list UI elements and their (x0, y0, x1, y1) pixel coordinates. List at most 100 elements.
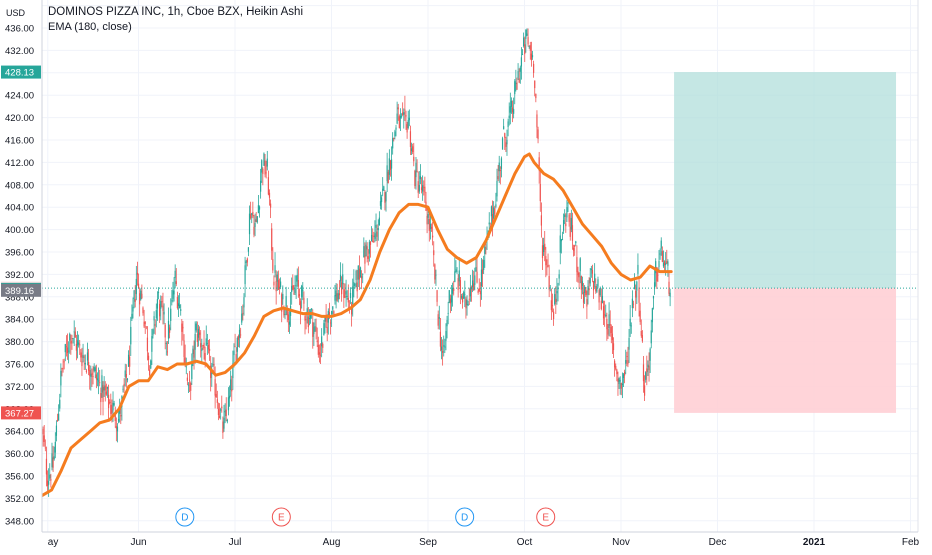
candle-body (161, 301, 163, 303)
candle-body (515, 82, 517, 84)
candle-body (242, 312, 244, 314)
candle-body (323, 323, 325, 336)
candle-body (594, 273, 596, 283)
candle-body (572, 247, 575, 251)
candle-body (625, 360, 627, 364)
candle-body (140, 290, 142, 300)
candle-body (42, 428, 44, 435)
candle-body (384, 192, 386, 203)
candle-body (258, 206, 261, 210)
candle-body (432, 235, 434, 238)
price-label-text: 389.16 (5, 286, 34, 297)
event-marker-label: E (542, 513, 549, 524)
candle-body (634, 281, 636, 290)
candle-body (539, 183, 541, 202)
candle-body (167, 320, 170, 339)
candle-body (71, 338, 73, 339)
y-tick-label: 356.00 (5, 472, 34, 483)
candle-body (325, 316, 327, 322)
candle-body (81, 361, 83, 367)
candle-body (631, 298, 633, 309)
candle-body (70, 340, 72, 344)
candle-body (251, 213, 253, 215)
candle-body (508, 115, 510, 119)
candle-body (525, 29, 527, 39)
candle-body (238, 329, 241, 338)
candle-body (658, 260, 660, 268)
candle-body (322, 343, 324, 348)
candle-body (504, 133, 506, 138)
candle-body (500, 158, 503, 169)
candle-body (334, 295, 336, 301)
candle-body (396, 113, 398, 124)
candle-body (588, 288, 590, 291)
candle-body (448, 290, 450, 303)
candle-body (653, 282, 656, 289)
candle-body (171, 300, 173, 302)
candle-body (375, 224, 377, 228)
candle-body (225, 409, 227, 417)
candle-body (257, 205, 260, 214)
x-tick-label: Dec (709, 537, 727, 548)
candle-body (206, 343, 208, 344)
x-tick-label: Aug (323, 537, 341, 548)
candle-body (499, 170, 501, 172)
candle-body (337, 293, 339, 300)
candle-body (135, 278, 137, 295)
candle-body (356, 282, 358, 292)
candle-body (415, 162, 417, 178)
candle-body (652, 295, 655, 299)
candle-body (84, 363, 86, 365)
candle-body (301, 285, 303, 298)
candle-body (93, 367, 95, 371)
candle-body (255, 219, 257, 222)
candle-body (527, 37, 529, 45)
candle-body (354, 284, 356, 286)
candle-body (544, 243, 546, 250)
candle-body (366, 246, 368, 250)
candle-body (253, 226, 255, 235)
candle-body (226, 419, 228, 422)
candle-body (497, 176, 499, 180)
candle-body (281, 294, 283, 312)
candle-body (589, 277, 591, 284)
candle-body (270, 203, 272, 208)
candle-body (217, 408, 220, 416)
y-tick-label: 372.00 (5, 382, 34, 393)
candle-body (367, 256, 369, 259)
candle-body (59, 399, 61, 409)
candle-body (343, 289, 345, 298)
candle-body (561, 239, 564, 241)
candle-body (151, 336, 153, 352)
candle-body (141, 293, 143, 299)
candle-body (490, 206, 493, 217)
candle-body (317, 344, 319, 355)
candle-body (63, 361, 65, 363)
candle-body (233, 350, 235, 356)
candle-body (153, 316, 155, 321)
candle-body (443, 345, 445, 347)
candle-body (403, 112, 405, 115)
event-marker-earnings (536, 507, 556, 527)
candle-body (279, 281, 282, 287)
candle-body (277, 280, 279, 290)
candle-body (491, 214, 494, 224)
candle-body (467, 304, 469, 306)
candle-body (262, 168, 264, 175)
candle-body (485, 247, 487, 249)
candle-body (558, 274, 560, 279)
candle-body (204, 353, 206, 361)
candle-body (60, 370, 62, 386)
candle-body (592, 281, 595, 291)
candle-body (424, 186, 426, 193)
candle-body (241, 313, 243, 323)
candle-body (377, 228, 379, 231)
candle-body (576, 257, 578, 273)
candle-body (614, 360, 616, 368)
y-axis-panel (0, 0, 42, 550)
candle-body (142, 307, 144, 314)
candle-body (536, 114, 538, 128)
candle-body (351, 304, 353, 315)
candle-body (96, 378, 99, 381)
